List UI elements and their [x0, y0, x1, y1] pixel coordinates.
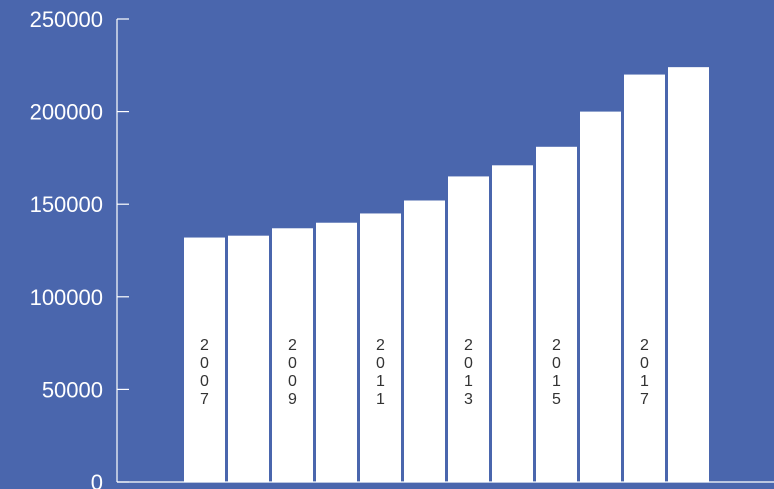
bars-group	[184, 67, 709, 483]
bar-2009	[272, 228, 313, 482]
y-tick-label: 100000	[30, 285, 103, 310]
y-tick-label: 150000	[30, 192, 103, 217]
bar-2007	[184, 237, 225, 482]
y-tick-label: 200000	[30, 100, 103, 125]
bar-2015	[536, 146, 577, 482]
bar-2016	[580, 111, 621, 482]
bar-2010	[316, 222, 357, 482]
y-axis-ticks: 0 50000 100000 150000 200000 250000	[30, 7, 129, 489]
bar-2011	[360, 213, 401, 482]
bar-2017	[624, 74, 665, 482]
bar-labels-group: 2 0 0 7 2 0 0 9 2 0 1 1 2 0 1 3 2 0 1 5 2 0 1 7	[200, 337, 649, 408]
bar-2008	[228, 235, 269, 482]
bar-2013	[448, 176, 489, 483]
bar-2014	[492, 165, 533, 483]
bar-2018	[668, 67, 709, 482]
y-tick-label: 250000	[30, 7, 103, 32]
bar-2012	[404, 200, 445, 482]
y-tick-label: 0	[91, 470, 103, 489]
y-tick-label: 50000	[42, 377, 103, 402]
